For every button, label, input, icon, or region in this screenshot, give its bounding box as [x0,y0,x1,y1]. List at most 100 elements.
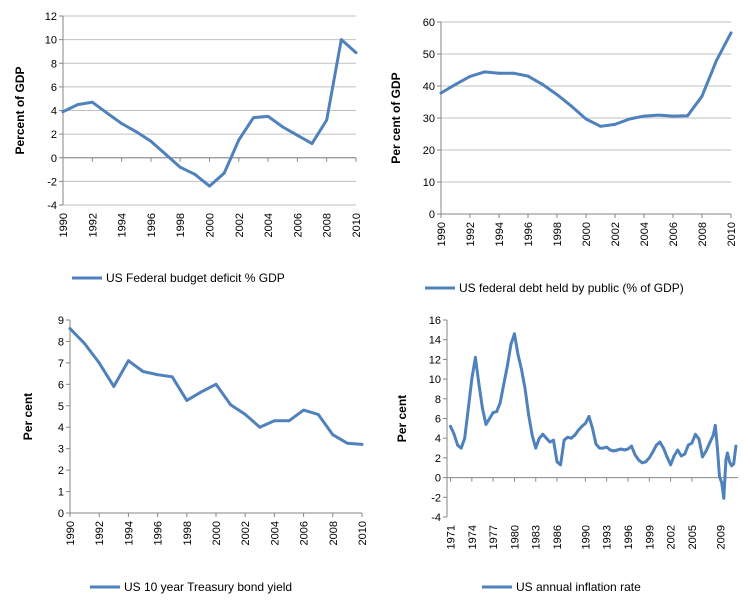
x-tick-label: 1994 [123,521,135,545]
data-point [141,370,145,373]
data-point [302,408,305,412]
data-point [662,446,665,450]
data-point [331,433,335,437]
data-point [630,444,633,448]
x-tick-label: 1977 [488,525,500,549]
data-point [481,407,484,410]
data-point [530,433,534,437]
data-point [697,437,701,441]
data-point [178,165,182,169]
data-point [105,111,109,115]
y-tick-label: 6 [58,379,64,391]
data-point [730,464,733,468]
data-point [734,444,738,448]
data-point [516,353,520,356]
data-point [541,432,545,436]
data-point [623,448,626,452]
y-tick-label: 10 [423,177,435,189]
x-tick-label: 1996 [623,525,635,549]
data-point [316,413,320,416]
y-tick-label: 2 [435,453,441,465]
data-point [619,447,623,451]
y-tick-label: 6 [435,414,441,426]
series-line [449,332,738,500]
x-tick-label: 1990 [65,521,77,545]
data-point [97,361,101,365]
x-tick-label: 2010 [357,521,369,545]
data-point [633,453,637,457]
data-point [520,367,523,371]
data-point [452,432,456,436]
x-tick-label: 1996 [153,521,165,545]
data-point [185,399,189,402]
x-tick-label: 1992 [465,222,477,246]
x-tick-label: 2004 [269,521,281,545]
x-tick-label: 1992 [87,213,99,237]
data-point [676,448,680,452]
data-point [555,93,559,96]
x-tick-label: 2004 [639,222,651,246]
y-tick-label: 0 [51,153,57,165]
data-point [729,31,733,35]
x-tick-label: 2010 [351,213,363,237]
y-tick-label: -4 [431,512,441,524]
data-point [208,184,211,188]
data-point [686,114,689,118]
y-tick-label: 2 [51,129,57,141]
y-tick-label: 4 [58,422,64,434]
chart-inflation-rate: -4 -2 0 2 4 6 8 10 12 14 16 1971 1974 1977 1980 1983 198… [395,315,738,594]
data-point [296,133,299,137]
data-point [541,83,544,86]
data-point [566,435,570,439]
data-point [470,377,474,381]
x-tick-label: 1980 [509,525,521,549]
data-point [83,342,86,345]
y-tick-label: 1 [58,487,64,499]
y-tick-label: 8 [435,394,441,406]
data-point [193,172,197,176]
legend-label: US annual inflation rate [516,580,641,594]
y-tick-label: 60 [423,17,435,29]
x-tick-label: 1999 [644,525,656,549]
data-point [642,114,646,118]
x-tick-label: 1971 [446,525,458,549]
y-tick-label: -2 [431,492,441,504]
data-point [711,433,715,437]
data-point [552,438,555,442]
data-point [498,401,502,405]
data-point [325,118,329,122]
data-point [644,460,648,464]
data-point [608,448,612,452]
data-point [273,419,276,423]
x-tick-label: 2008 [697,222,709,246]
data-point [149,139,153,143]
data-point [526,74,530,78]
y-tick-label: 7 [58,358,64,370]
data-point [505,364,509,368]
x-tick-label: 1974 [467,525,479,549]
data-point [626,447,630,451]
data-point [76,103,80,106]
data-point [459,446,463,450]
data-point [534,446,538,450]
x-tick-label: 1990 [580,525,592,549]
data-point [512,71,515,75]
data-point [466,407,470,410]
x-tick-label: 2006 [299,521,311,545]
data-point [513,332,516,336]
data-point [61,110,65,114]
chart-treasury-yield: 0 1 2 3 4 5 6 7 8 9 1990 1992 1994 1996 1998 2000 2002 20… [21,315,369,594]
x-tick-label: 2004 [263,213,275,237]
data-point [584,422,587,425]
y-tick-label: 14 [429,335,441,347]
data-point [488,417,491,420]
data-point [502,382,506,386]
y-tick-label: 10 [45,35,57,47]
data-point [90,100,94,104]
data-point [449,425,452,428]
data-point [497,71,501,75]
y-tick-label: 0 [435,473,441,485]
data-point [580,425,584,428]
data-point [483,70,486,74]
